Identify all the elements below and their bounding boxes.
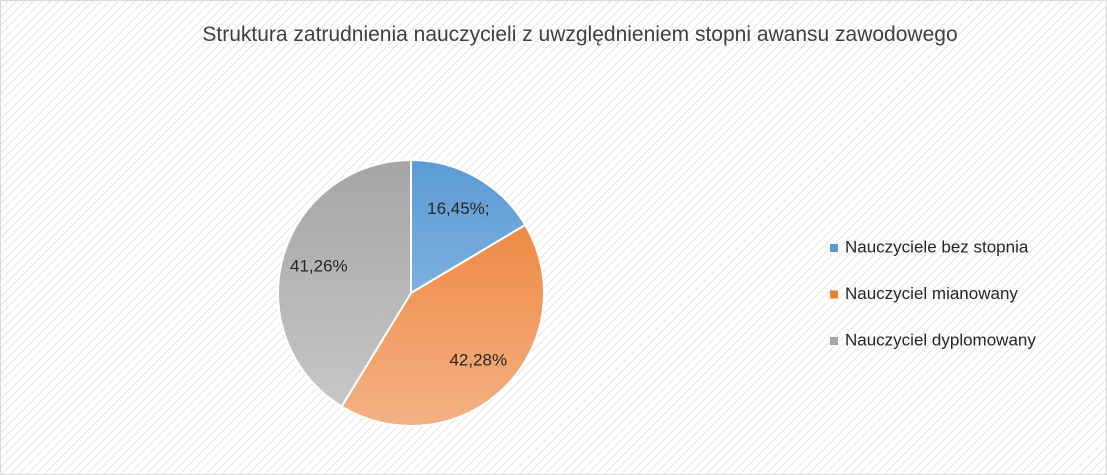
chart-title: Struktura zatrudnienia nauczycieli z uwz… — [202, 23, 958, 46]
pie-slice — [340, 223, 545, 427]
data-label: 42,28% — [449, 351, 507, 370]
legend-marker — [830, 290, 838, 299]
data-label: 16,45%; — [427, 199, 489, 218]
legend-label: Nauczyciele bez stopnia — [845, 237, 1029, 256]
legend-marker — [830, 337, 838, 345]
pie-slice — [277, 158, 412, 408]
legend-label: Nauczyciel mianowany — [845, 284, 1018, 303]
legend-label: Nauczyciel dyplomowany — [845, 330, 1036, 349]
legend-marker — [830, 244, 838, 252]
data-label: 41,26% — [290, 257, 348, 276]
pie-slice — [410, 158, 527, 295]
